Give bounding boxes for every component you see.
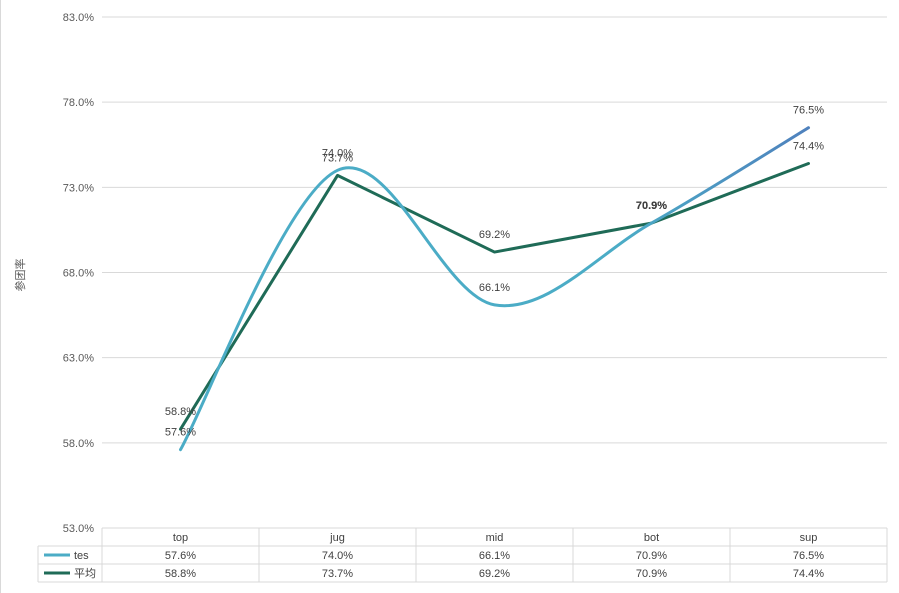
table-cell: 70.9% bbox=[636, 568, 667, 580]
data-label: 76.5% bbox=[793, 105, 824, 117]
data-label: 70.9% bbox=[636, 200, 667, 212]
x-category-label: mid bbox=[486, 532, 504, 544]
data-label: 66.1% bbox=[479, 282, 510, 294]
x-category-label: jug bbox=[329, 532, 345, 544]
y-tick-label: 68.0% bbox=[63, 268, 94, 280]
data-label: 57.6% bbox=[165, 427, 196, 439]
series-line-average bbox=[179, 161, 810, 431]
series-line-tes bbox=[179, 126, 810, 452]
data-label: 74.4% bbox=[793, 140, 824, 152]
y-tick-label: 78.0% bbox=[63, 97, 94, 109]
x-category-label: sup bbox=[800, 532, 818, 544]
data-label: 70.9% bbox=[636, 200, 667, 212]
table-cell: 73.7% bbox=[322, 568, 353, 580]
table-cell: 66.1% bbox=[479, 550, 510, 562]
table-cell: 70.9% bbox=[636, 550, 667, 562]
y-tick-label: 53.0% bbox=[63, 523, 94, 535]
y-tick-label: 63.0% bbox=[63, 353, 94, 365]
legend-label: 平均 bbox=[74, 567, 96, 580]
y-axis-label: 参团率 bbox=[13, 259, 27, 292]
legend-label: tes bbox=[74, 550, 89, 562]
table-cell: 57.6% bbox=[165, 550, 196, 562]
table-cell: 74.0% bbox=[322, 550, 353, 562]
data-label: 69.2% bbox=[479, 229, 510, 241]
data-label: 58.8% bbox=[165, 406, 196, 418]
left-edge-line bbox=[0, 0, 1, 593]
x-category-label: bot bbox=[644, 532, 659, 544]
y-tick-label: 58.0% bbox=[63, 438, 94, 450]
x-category-label: top bbox=[173, 532, 188, 544]
data-label: 74.0% bbox=[322, 147, 353, 159]
y-tick-label: 83.0% bbox=[63, 12, 94, 24]
y-tick-label: 73.0% bbox=[63, 182, 94, 194]
table-cell: 74.4% bbox=[793, 568, 824, 580]
table-cell: 58.8% bbox=[165, 568, 196, 580]
table-cell: 69.2% bbox=[479, 568, 510, 580]
table-cell: 76.5% bbox=[793, 550, 824, 562]
data-label: 73.7% bbox=[322, 152, 353, 164]
